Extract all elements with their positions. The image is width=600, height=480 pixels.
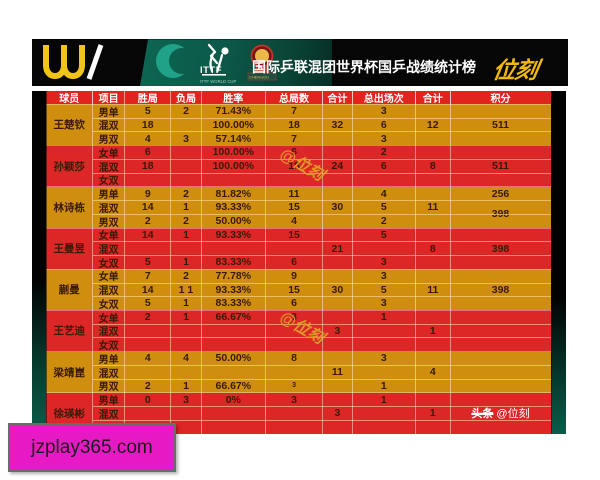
- svg-text:ITTF: ITTF: [200, 65, 222, 76]
- svg-text:CHENGDU: CHENGDU: [249, 75, 269, 80]
- svg-text:ITTF WORLD CUP: ITTF WORLD CUP: [200, 79, 237, 84]
